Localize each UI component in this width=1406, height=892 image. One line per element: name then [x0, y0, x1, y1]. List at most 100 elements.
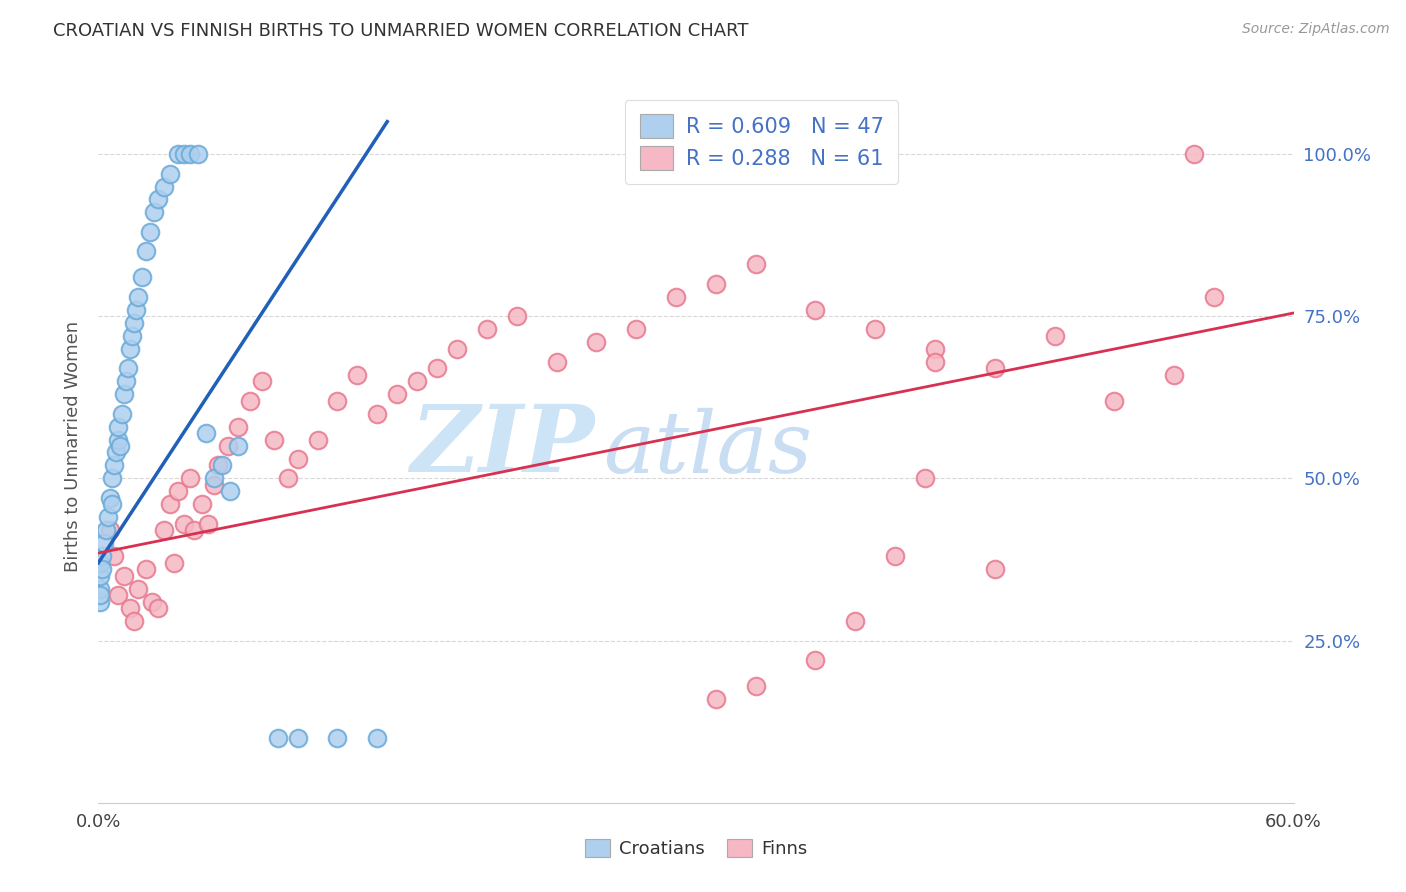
Point: [191, 497, 214, 511]
Point: [148, 193, 170, 207]
Point: [127, 290, 149, 304]
Point: [984, 361, 1007, 376]
Point: [385, 387, 409, 401]
Point: [115, 374, 138, 388]
Point: [120, 342, 142, 356]
Point: [626, 322, 648, 336]
Point: [139, 225, 162, 239]
Point: [159, 497, 181, 511]
Point: [217, 439, 239, 453]
Point: [124, 614, 146, 628]
Point: [585, 335, 607, 350]
Point: [89, 568, 111, 582]
Point: [865, 322, 887, 336]
Point: [111, 407, 134, 421]
Point: [1202, 290, 1225, 304]
Point: [195, 425, 218, 440]
Point: [91, 562, 114, 576]
Point: [103, 549, 125, 564]
Point: [141, 595, 163, 609]
Point: [89, 588, 111, 602]
Point: [91, 549, 114, 564]
Point: [112, 568, 135, 582]
Point: [197, 516, 219, 531]
Point: [103, 458, 125, 473]
Point: [277, 471, 299, 485]
Point: [135, 562, 157, 576]
Point: [704, 692, 727, 706]
Point: [98, 491, 122, 505]
Point: [219, 484, 242, 499]
Point: [326, 393, 349, 408]
Point: [226, 439, 249, 453]
Point: [446, 342, 468, 356]
Point: [89, 595, 111, 609]
Point: [239, 393, 262, 408]
Point: [89, 556, 111, 570]
Point: [506, 310, 529, 324]
Point: [804, 653, 827, 667]
Point: [173, 147, 195, 161]
Point: [287, 452, 309, 467]
Point: [1104, 393, 1126, 408]
Point: [121, 328, 143, 343]
Point: [263, 433, 285, 447]
Point: [1182, 147, 1205, 161]
Text: CROATIAN VS FINNISH BIRTHS TO UNMARRIED WOMEN CORRELATION CHART: CROATIAN VS FINNISH BIRTHS TO UNMARRIED …: [53, 22, 749, 40]
Point: [163, 556, 186, 570]
Point: [546, 354, 568, 368]
Point: [159, 167, 181, 181]
Point: [148, 601, 170, 615]
Point: [120, 601, 142, 615]
Point: [226, 419, 249, 434]
Point: [96, 524, 118, 538]
Point: [804, 302, 827, 317]
Point: [167, 147, 190, 161]
Point: [179, 147, 201, 161]
Point: [153, 179, 176, 194]
Point: [110, 439, 132, 453]
Point: [93, 536, 115, 550]
Point: [250, 374, 273, 388]
Point: [124, 316, 146, 330]
Point: [135, 244, 157, 259]
Text: ZIP: ZIP: [411, 401, 595, 491]
Point: [127, 582, 149, 596]
Point: [112, 387, 135, 401]
Point: [366, 407, 388, 421]
Point: [307, 433, 329, 447]
Point: [924, 342, 946, 356]
Point: [107, 419, 129, 434]
Point: [131, 270, 153, 285]
Point: [326, 731, 349, 745]
Point: [426, 361, 449, 376]
Point: [202, 471, 225, 485]
Point: [97, 510, 120, 524]
Text: atlas: atlas: [603, 409, 811, 491]
Point: [1043, 328, 1066, 343]
Point: [153, 524, 176, 538]
Point: [125, 302, 148, 317]
Point: [287, 731, 309, 745]
Point: [173, 516, 195, 531]
Point: [665, 290, 688, 304]
Point: [1163, 368, 1185, 382]
Legend: Croatians, Finns: Croatians, Finns: [578, 831, 814, 865]
Point: [207, 458, 229, 473]
Point: [183, 524, 205, 538]
Point: [984, 562, 1007, 576]
Point: [211, 458, 233, 473]
Point: [202, 478, 225, 492]
Point: [346, 368, 368, 382]
Point: [267, 731, 290, 745]
Point: [89, 582, 111, 596]
Point: [187, 147, 209, 161]
Point: [366, 731, 388, 745]
Point: [844, 614, 866, 628]
Point: [914, 471, 936, 485]
Point: [884, 549, 907, 564]
Point: [107, 588, 129, 602]
Point: [745, 257, 768, 271]
Y-axis label: Births to Unmarried Women: Births to Unmarried Women: [63, 320, 82, 572]
Point: [98, 524, 122, 538]
